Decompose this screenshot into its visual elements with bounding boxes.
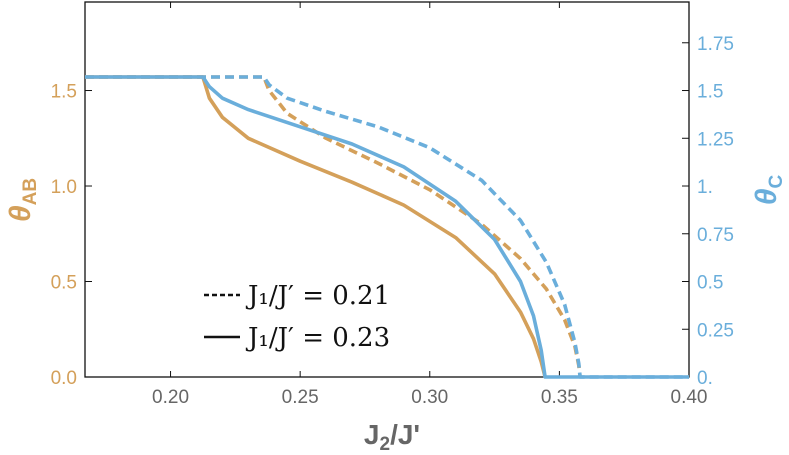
y-right-axis-ticks: 0. 0.25 0.5 0.75 1. 1.25 1.5 1.75: [682, 34, 734, 389]
x-axis-title-tail: /J': [390, 419, 420, 450]
y-left-axis-ticks: 0.0 0.5 1.0 1.5: [51, 82, 92, 389]
y-right-title-main: θ: [750, 188, 783, 205]
y-left-axis-title: θAB: [4, 178, 41, 222]
y-left-tick-label: 0.0: [51, 368, 77, 389]
y-left-tick-label: 1.0: [51, 177, 77, 198]
y-right-axis-title: θC: [750, 175, 787, 206]
y-right-tick-label: 1.5: [697, 82, 723, 103]
y-left-tick-label: 1.5: [51, 82, 77, 103]
x-tick-label: 0.20: [152, 387, 189, 408]
series-line-theta-c-dashed: [85, 75, 689, 379]
plot-frame: [84, 1, 690, 378]
y-right-tick-label: 1.: [697, 177, 713, 198]
y-right-tick-label: 1.75: [697, 34, 734, 55]
x-tick-label: 0.30: [411, 387, 448, 408]
series-line-theta-ab-dashed: [85, 75, 582, 378]
y-right-tick-label: 0.75: [697, 225, 734, 246]
y-right-tick-label: 1.25: [697, 129, 734, 150]
legend-label-dashed: J₁/J′ = 0.21: [245, 281, 390, 311]
series-line-theta-ab-solid: [85, 75, 547, 378]
y-left-title-sub: AB: [20, 178, 41, 205]
x-tick-label: 0.40: [671, 387, 708, 408]
legend: J₁/J′ = 0.21 J₁/J′ = 0.23: [204, 281, 390, 353]
x-axis-title-main: J: [364, 419, 380, 450]
x-axis-title: J2/J': [364, 419, 420, 455]
y-right-tick-label: 0.5: [697, 273, 723, 294]
series-layer: [85, 75, 689, 379]
y-left-title-main: θ: [4, 205, 37, 222]
y-right-tick-label: 0.: [697, 368, 713, 389]
y-left-tick-label: 0.5: [51, 273, 77, 294]
x-tick-label: 0.25: [282, 387, 319, 408]
x-axis-ticks: 0.20 0.25 0.30 0.35 0.40: [152, 2, 707, 408]
x-tick-label: 0.35: [541, 387, 578, 408]
legend-label-solid: J₁/J′ = 0.23: [245, 323, 390, 353]
y-right-title-sub: C: [766, 175, 787, 189]
y-right-tick-label: 0.25: [697, 320, 734, 341]
x-axis-title-sub: 2: [379, 434, 390, 455]
series-line-theta-c-solid: [85, 75, 689, 379]
